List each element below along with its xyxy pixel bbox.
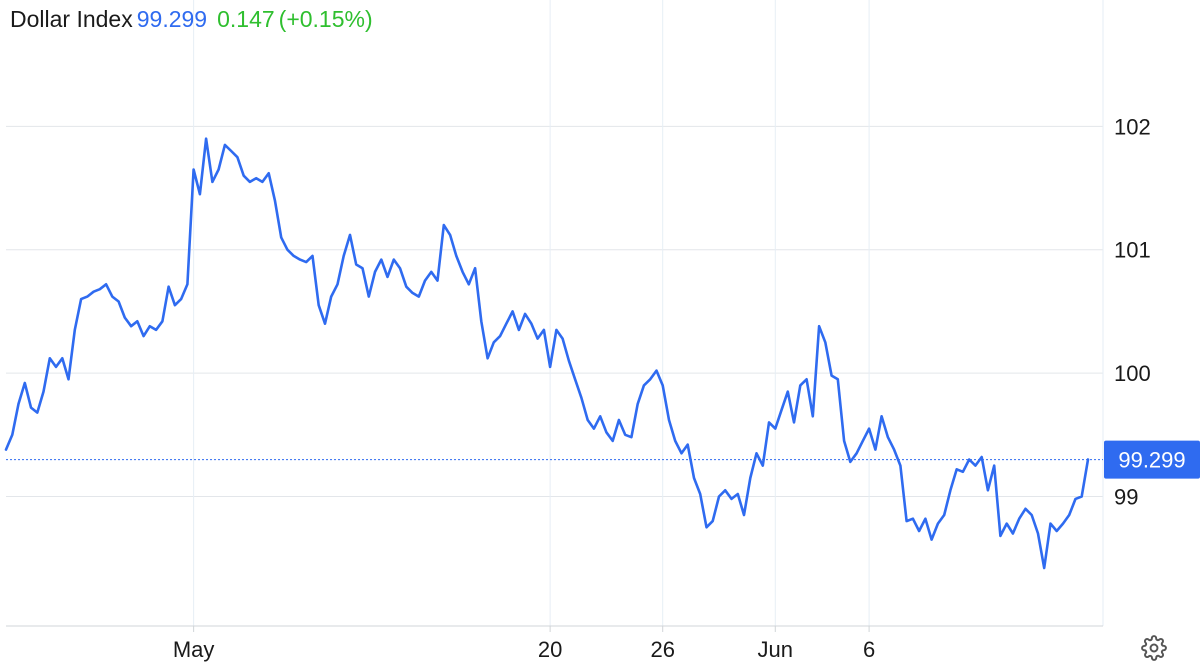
y-tick-label: 99 bbox=[1114, 484, 1138, 509]
price-line bbox=[4, 137, 1090, 570]
y-tick-label: 100 bbox=[1114, 361, 1151, 386]
last-price-label: 99.299 bbox=[1118, 448, 1185, 473]
current-price: 99.299 bbox=[136, 6, 208, 32]
x-axis: May 20 26 Jun 6 bbox=[173, 626, 875, 662]
x-tick-label: Jun bbox=[758, 637, 793, 662]
x-tick-label: 6 bbox=[863, 637, 875, 662]
chart-grid bbox=[6, 0, 1104, 626]
price-change: 0.147 bbox=[217, 6, 275, 32]
chart-header: Dollar Index 99.299 0.147 (+0.15%) bbox=[10, 6, 373, 33]
y-tick-label: 102 bbox=[1114, 114, 1151, 139]
price-change-percent: (+0.15%) bbox=[278, 6, 373, 32]
y-axis: 99 100 101 102 bbox=[1114, 114, 1151, 509]
gear-icon[interactable] bbox=[1141, 635, 1167, 661]
x-tick-label: 26 bbox=[650, 637, 674, 662]
x-tick-label: May bbox=[173, 637, 215, 662]
instrument-name: Dollar Index bbox=[10, 6, 133, 32]
y-tick-label: 101 bbox=[1114, 238, 1151, 263]
x-tick-label: 20 bbox=[538, 637, 562, 662]
last-price-tag: 99.299 bbox=[1104, 440, 1200, 479]
